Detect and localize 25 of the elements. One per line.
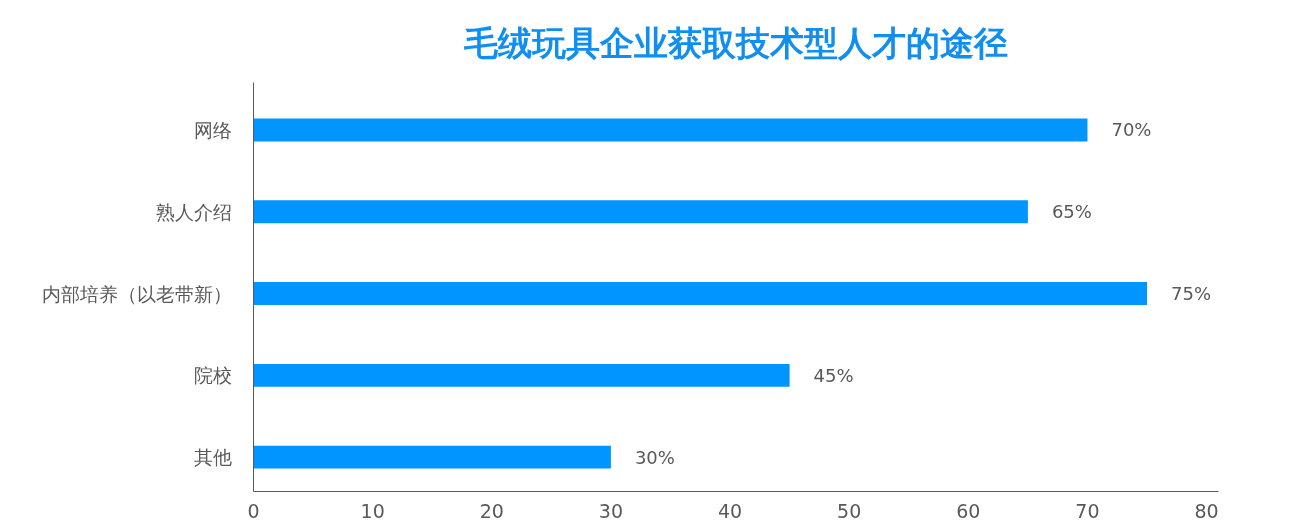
x-tick-label: 80 (1194, 499, 1219, 522)
bar (253, 445, 611, 469)
x-tick-label: 20 (479, 499, 504, 522)
x-tick-label: 0 (247, 499, 260, 522)
y-tick-label: 其他 (193, 446, 232, 469)
bar (253, 363, 790, 387)
bar (253, 282, 1148, 305)
x-tick-label: 50 (837, 499, 862, 522)
data-label: 65% (1051, 201, 1092, 223)
y-tick-label: 网络 (193, 118, 232, 141)
x-tick-label: 70 (1075, 499, 1100, 522)
y-tick-label: 内部培养（以老带新） (41, 282, 232, 305)
x-tick-label: 40 (717, 499, 743, 522)
y-tick-label: 院校 (193, 364, 232, 387)
data-label: 45% (813, 364, 854, 386)
x-tick-label: 10 (360, 499, 385, 522)
data-label: 70% (1111, 119, 1152, 141)
x-tick-label: 60 (956, 499, 981, 522)
data-label: 30% (634, 446, 675, 468)
bar (253, 200, 1028, 224)
bar (253, 118, 1088, 142)
data-label: 75% (1171, 283, 1212, 305)
y-tick-label: 熟人介绍 (155, 200, 232, 223)
chart-title: 毛绒玩具企业获取技术型人才的途径 (463, 22, 1008, 63)
x-tick-label: 30 (598, 499, 624, 522)
